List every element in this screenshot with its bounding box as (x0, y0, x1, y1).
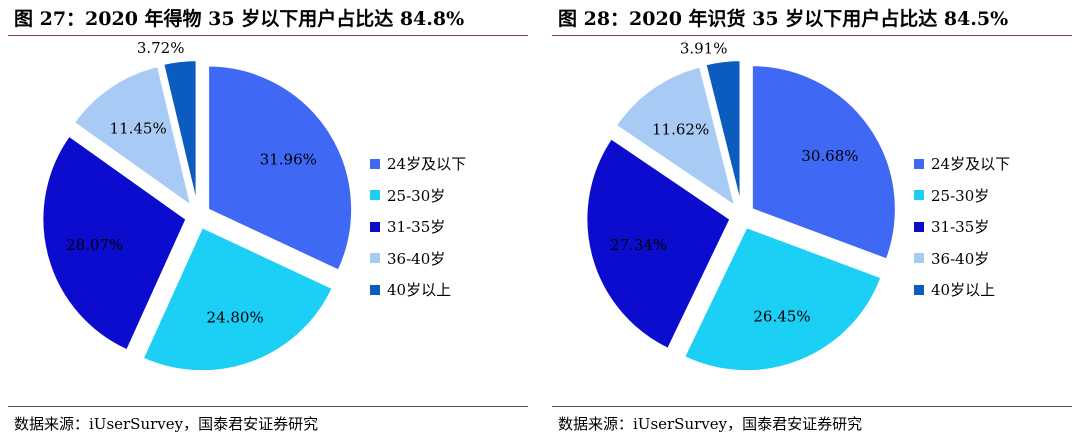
chart-panel-1: 图 27：2020 年得物 35 岁以下用户占比达 84.8% 31.96% 24… (8, 0, 536, 437)
legend-label: 36-40岁 (931, 249, 990, 268)
legend-item-age-25-30: 25-30岁 (370, 180, 466, 212)
pie-slice-age-40-over (704, 59, 742, 205)
pie-slice-age-36-40 (72, 64, 193, 209)
data-label-age-36-40: 11.45% (110, 119, 167, 137)
data-label-age-31-35: 28.07% (66, 236, 123, 254)
data-label-age-36-40: 11.62% (652, 120, 709, 138)
data-label-age-24-under: 30.68% (801, 147, 858, 165)
source-rule (8, 406, 528, 407)
title-rule (8, 35, 528, 36)
legend-label: 40岁以上 (931, 281, 996, 300)
legend-label: 31-35岁 (387, 218, 446, 237)
pie-chart-shihuo: 30.68% 26.45% 27.34% 11.62% 3.91% (585, 40, 897, 370)
source-rule (552, 406, 1072, 407)
chart-title: 图 28：2020 年识货 35 岁以下用户占比达 84.5% (558, 8, 1009, 30)
pie-slice-age-36-40 (614, 65, 737, 209)
legend-label: 25-30岁 (931, 186, 990, 205)
legend-label: 40岁以上 (387, 281, 452, 300)
data-label-age-40-over: 3.72% (137, 40, 185, 57)
legend-swatch (914, 253, 924, 264)
data-label-age-31-35: 27.34% (610, 236, 667, 254)
legend-item-age-24-under: 24岁及以下 (370, 148, 466, 180)
legend-label: 24岁及以下 (931, 155, 1011, 174)
data-label-age-24-under: 31.96% (260, 151, 317, 169)
legend-label: 25-30岁 (387, 186, 446, 205)
data-label-age-25-30: 26.45% (753, 307, 810, 325)
legend-item-age-36-40: 36-40岁 (914, 243, 1010, 275)
legend-item-age-31-35: 31-35岁 (914, 211, 1010, 243)
legend-swatch (370, 284, 380, 295)
legend-item-age-36-40: 36-40岁 (370, 243, 466, 275)
legend-swatch (370, 158, 380, 169)
legend-label: 31-35岁 (931, 218, 990, 237)
pie-slice-age-24-under (750, 64, 897, 261)
legend-item-age-31-35: 31-35岁 (370, 211, 466, 243)
pie-slice-age-40-over (162, 59, 198, 205)
legend-label: 24岁及以下 (387, 155, 467, 174)
data-label-age-40-over: 3.91% (680, 40, 728, 57)
chart-legend: 24岁及以下 25-30岁 31-35岁 36-40岁 40岁以上 (370, 148, 466, 306)
legend-item-age-40-over: 40岁以上 (370, 274, 466, 306)
chart-panel-2: 图 28：2020 年识货 35 岁以下用户占比达 84.5% 30.68% 26… (552, 0, 1080, 437)
chart-legend: 24岁及以下 25-30岁 31-35岁 36-40岁 40岁以上 (914, 148, 1010, 306)
source-note: 数据来源：iUserSurvey，国泰君安证券研究 (14, 415, 319, 433)
legend-label: 36-40岁 (387, 249, 446, 268)
data-label-age-25-30: 24.80% (207, 308, 264, 326)
pie-slice-age-25-30 (682, 225, 883, 370)
chart-title: 图 27：2020 年得物 35 岁以下用户占比达 84.8% (14, 8, 465, 30)
legend-item-age-25-30: 25-30岁 (914, 180, 1010, 212)
pie-slice-age-31-35 (41, 134, 188, 352)
source-note: 数据来源：iUserSurvey，国泰君安证券研究 (558, 415, 863, 433)
legend-item-age-40-over: 40岁以上 (914, 274, 1010, 306)
pie-slice-age-24-under (207, 64, 354, 272)
title-rule (552, 35, 1072, 36)
legend-swatch (370, 190, 380, 201)
legend-item-age-24-under: 24岁及以下 (914, 148, 1010, 180)
pie-slice-age-25-30 (141, 225, 334, 370)
legend-swatch (914, 158, 924, 169)
pie-slice-age-31-35 (585, 137, 732, 351)
legend-swatch (914, 190, 924, 201)
legend-swatch (914, 284, 924, 295)
pie-chart-dewu: 31.96% 24.80% 28.07% 11.45% 3.72% (41, 40, 354, 370)
legend-swatch (370, 253, 380, 264)
legend-swatch (914, 221, 924, 232)
legend-swatch (370, 221, 380, 232)
